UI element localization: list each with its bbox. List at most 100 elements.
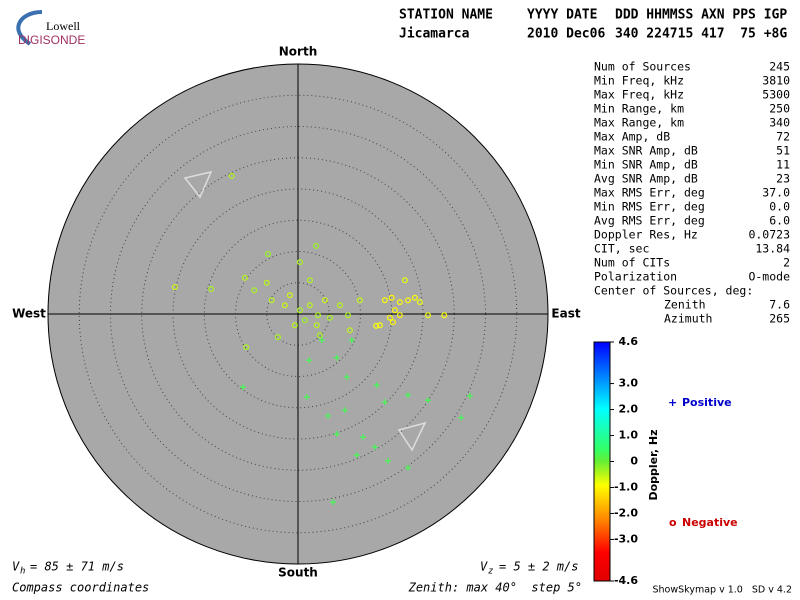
source-positive xyxy=(381,399,388,406)
source-positive xyxy=(333,354,340,361)
source-positive xyxy=(303,394,310,401)
stat-value: 250 xyxy=(769,102,790,116)
colorbar-tick-label: -3.0 xyxy=(614,532,638,545)
header-value: 340 224715 417 75 +8G xyxy=(615,27,787,42)
legend-symbol: o xyxy=(669,516,677,529)
source-negative xyxy=(208,286,215,293)
source-negative xyxy=(265,251,272,258)
source-positive xyxy=(330,499,336,506)
vh-symbol: V xyxy=(12,560,20,574)
source-negative xyxy=(306,277,313,284)
source-negative xyxy=(313,322,320,329)
source-positive xyxy=(360,434,366,441)
logo-bottom: DIGISONDE xyxy=(18,33,85,47)
source-negative xyxy=(275,334,282,341)
source-negative xyxy=(425,312,432,319)
source-positive xyxy=(425,397,431,404)
source-negative xyxy=(411,294,418,301)
source-positive xyxy=(333,431,340,437)
stat-label: Num of CITs xyxy=(594,256,670,270)
compass-label: South xyxy=(278,566,318,580)
stat-value: 0.0 xyxy=(769,200,790,214)
source-negative xyxy=(291,322,298,329)
header: STATION NAME Jicamarca YYYY DATE 2010 Dec06… xyxy=(399,8,787,42)
logo-top: Lowell xyxy=(46,19,81,33)
source-negative xyxy=(241,274,248,281)
source-positive xyxy=(348,337,355,344)
stat-label: Min SNR Amp, dB xyxy=(594,158,698,172)
source-negative xyxy=(296,259,303,266)
center-row-value: 7.6 xyxy=(769,298,790,312)
stat-value: 72 xyxy=(776,130,790,144)
legend-label: Positive xyxy=(682,396,732,409)
stat-value: 340 xyxy=(769,116,790,130)
source-negative xyxy=(345,312,352,319)
compass-label: West xyxy=(12,307,46,321)
source-positive xyxy=(325,412,331,419)
source-negative xyxy=(396,312,403,319)
source-positive xyxy=(458,414,465,421)
header-value: Jicamarca xyxy=(399,27,470,42)
colorbar-tick-label: 0 xyxy=(630,455,638,468)
stat-label: CIT, sec xyxy=(594,242,649,256)
stat-label: Doppler Res, Hz xyxy=(594,228,698,242)
center-row-value: 265 xyxy=(769,312,790,326)
stat-label: Avg RMS Err, deg xyxy=(594,214,705,228)
source-negative xyxy=(373,322,380,329)
stat-label: Max RMS Err, deg xyxy=(594,186,705,200)
source-negative xyxy=(286,292,293,299)
source-negative xyxy=(326,314,333,321)
colorbar-tick-label: -4.6 xyxy=(614,574,638,587)
stat-value: 37.0 xyxy=(762,186,790,200)
stat-label: Max SNR Amp, dB xyxy=(594,144,698,158)
source-negative xyxy=(315,312,322,319)
legend-symbol: + xyxy=(668,396,677,409)
stat-value: 245 xyxy=(769,60,790,74)
stat-label: Max Freq, kHz xyxy=(594,88,684,102)
colorbar-tick-label: 4.6 xyxy=(619,335,639,348)
source-negative xyxy=(405,297,412,304)
stat-label: Min Freq, kHz xyxy=(594,74,684,88)
colorbar-tick-label: 1.0 xyxy=(619,429,639,442)
source-negative xyxy=(313,242,320,249)
colorbar-tick-label: 3.0 xyxy=(619,377,639,390)
source-positive xyxy=(373,382,380,389)
stat-value: 23 xyxy=(776,172,790,186)
source-negative xyxy=(346,327,353,334)
stat-value: 5300 xyxy=(762,88,790,102)
source-negative xyxy=(356,297,363,304)
colorbar-tick-label: 2.0 xyxy=(619,403,639,416)
source-negative xyxy=(243,344,250,351)
coords-note: Compass coordinates xyxy=(12,581,149,595)
source-positive xyxy=(306,357,313,364)
stat-label: Min RMS Err, deg xyxy=(594,200,705,214)
source-negative xyxy=(391,307,398,314)
source-negative xyxy=(321,297,328,304)
center-row-label: Azimuth xyxy=(664,312,712,326)
source-positive xyxy=(240,384,246,391)
logo-swoosh xyxy=(16,10,43,46)
stat-value: 51 xyxy=(776,144,790,158)
source-negative xyxy=(263,279,270,286)
vz-text: = 5 ± 2 m/s xyxy=(499,560,578,574)
stats-table: Num of Sources 245 Min Freq, kHz 3810 Max Fr… xyxy=(594,60,790,326)
zenith-note: Zenith: max 40° step 5° xyxy=(408,581,582,595)
source-positive xyxy=(405,464,411,471)
source-positive xyxy=(385,457,391,464)
legend-label: Negative xyxy=(682,516,738,529)
source-negative xyxy=(171,284,178,291)
source-positive xyxy=(371,444,378,451)
colorbar xyxy=(593,341,611,582)
header-value: 2010 Dec06 xyxy=(527,27,605,42)
source-negative xyxy=(301,317,308,324)
source-negative xyxy=(416,299,423,306)
direction-marker xyxy=(183,170,213,199)
colorbar-axis: 4.6 3.0 2.0 1.0 0 -1.0 -2.0 -3.0 -4.6 xyxy=(610,335,638,587)
colorbar-tick-label: -1.0 xyxy=(614,480,638,493)
source-negative xyxy=(306,302,313,309)
center-label: Center of Sources, deg: xyxy=(594,284,753,298)
colorbar-title: Doppler, Hz xyxy=(647,429,660,500)
header-label: YYYY DATE xyxy=(527,8,597,23)
stat-value: 13.84 xyxy=(755,242,790,256)
